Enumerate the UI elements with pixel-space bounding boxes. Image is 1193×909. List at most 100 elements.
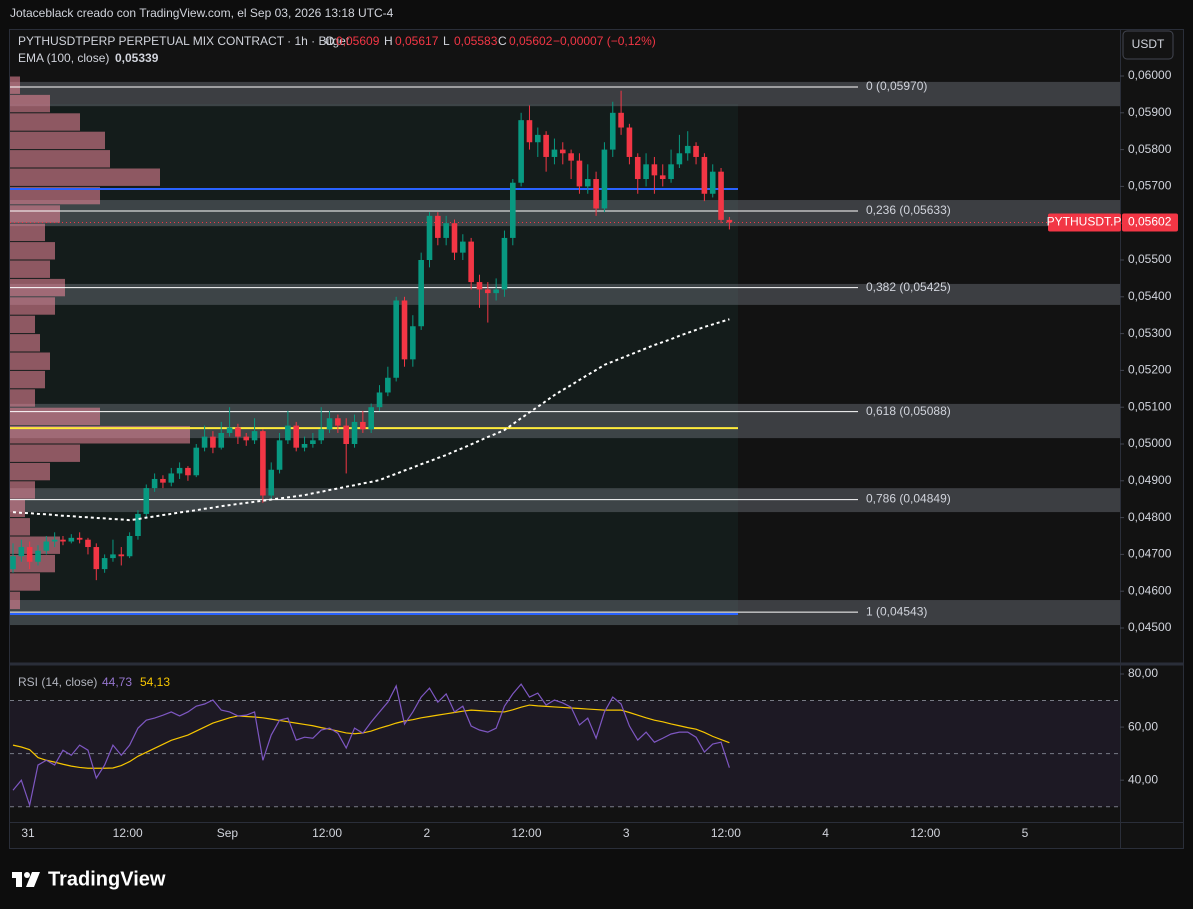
candle-body (559, 149, 566, 154)
change: −0,00007 (−0,12%) (553, 34, 656, 48)
candle-body (651, 164, 658, 176)
y-tick-label: 0,06000 (1128, 68, 1172, 82)
candle-body (393, 300, 399, 378)
candle-body (218, 432, 225, 448)
x-tick-label: 5 (1022, 826, 1029, 840)
volume-profile-bar (10, 426, 190, 444)
volume-profile-bar (10, 462, 50, 481)
x-tick-label: 12:00 (511, 826, 541, 840)
y-tick-label: 80,00 (1128, 666, 1158, 680)
candle-body (726, 219, 733, 223)
ema-value: 0,05339 (115, 51, 159, 65)
volume-profile-bar (10, 242, 55, 260)
y-tick-label: 0,05800 (1128, 142, 1172, 156)
ohlc-value: 0,05617 (395, 34, 439, 48)
candle-body (551, 149, 558, 157)
rsi-ma-value: 54,13 (140, 675, 170, 689)
volume-profile-bar (10, 186, 100, 205)
y-tick-label: 0,04500 (1128, 620, 1172, 634)
candle-body (659, 175, 666, 180)
candle-body (43, 541, 50, 551)
y-tick-label: 0,04900 (1128, 473, 1172, 487)
candle-body (326, 418, 333, 430)
candle-body (468, 241, 474, 283)
candle-body (426, 215, 433, 260)
candle-body (251, 431, 258, 441)
volume-profile-bar (10, 168, 160, 186)
fib-label: 0 (0,05970) (866, 79, 927, 93)
y-tick-label: 0,05400 (1128, 289, 1172, 303)
candle-body (693, 145, 699, 157)
candle-body (185, 467, 191, 476)
candle-body (634, 156, 641, 180)
candle-body (418, 260, 424, 327)
fib-zone (10, 283, 1120, 305)
candle-body (160, 478, 166, 483)
candle-body (151, 478, 158, 489)
candle-body (310, 440, 316, 444)
y-tick-label: 0,05300 (1128, 326, 1172, 340)
candle-body (568, 153, 574, 161)
rsi-title: RSI (14, close) (18, 675, 97, 689)
volume-profile-bar (10, 150, 110, 168)
candle-body (501, 237, 508, 290)
candle-body (701, 156, 708, 194)
candle-body (510, 182, 516, 238)
candle-body (593, 179, 599, 209)
volume-profile-bar (10, 352, 50, 370)
volume-profile-bar (10, 334, 40, 352)
candle-body (76, 537, 83, 540)
price-tag (1122, 213, 1178, 232)
candle-body (260, 431, 266, 496)
volume-profile-bar (10, 389, 35, 407)
volume-profile-bar (10, 76, 20, 94)
candle-body (285, 425, 291, 441)
candle-body (534, 134, 541, 143)
candle-body (268, 469, 275, 496)
candle-body (235, 427, 241, 437)
rsi-value: 44,73 (102, 675, 132, 689)
price-tag-label: 0,05602 (1128, 215, 1172, 229)
candle-body (626, 127, 633, 157)
rsi-line (12, 704, 730, 769)
volume-profile-bar (10, 315, 35, 334)
candle-body (451, 223, 458, 253)
ema-legend: EMA (100, close) (18, 51, 109, 65)
candle-body (68, 537, 75, 542)
currency-button[interactable] (1122, 30, 1174, 60)
currency-label[interactable]: USDT (1132, 37, 1165, 51)
volume-profile-bar (10, 407, 100, 426)
candle-body (85, 539, 91, 548)
candle-body (684, 145, 691, 154)
candle-body (543, 134, 549, 157)
candle-body (293, 425, 300, 448)
fib-label: 1 (0,04543) (866, 604, 927, 618)
candle-body (35, 550, 41, 562)
fib-label: 0,786 (0,04849) (866, 492, 951, 506)
fib-zone (10, 403, 1120, 439)
candle-body (609, 112, 616, 150)
candle-body (485, 289, 491, 294)
fib-label: 0,618 (0,05088) (866, 404, 951, 418)
candle-body (376, 392, 383, 408)
y-tick-label: 0,04700 (1128, 547, 1172, 561)
volume-profile-bar (10, 297, 55, 315)
symbol-tag (1048, 213, 1121, 232)
candle-body (368, 407, 374, 430)
fib-zone (10, 200, 1120, 227)
ohlc-key: L (443, 34, 450, 48)
candle-body (709, 171, 716, 194)
candle-body (443, 223, 449, 238)
rsi-line (12, 683, 730, 808)
candle-body (576, 160, 583, 187)
volume-profile-bar (10, 536, 60, 554)
fib-label: 0,236 (0,05633) (866, 203, 951, 217)
logo-icon (16, 872, 22, 887)
x-tick-label: 4 (822, 826, 829, 840)
candle-body (60, 539, 66, 542)
ohlc-key: C (498, 34, 507, 48)
ohlc-value: 0,05583 (454, 34, 498, 48)
fib-label: 0,382 (0,05425) (866, 280, 951, 294)
x-tick-label: 2 (423, 826, 430, 840)
candle-body (93, 547, 100, 570)
